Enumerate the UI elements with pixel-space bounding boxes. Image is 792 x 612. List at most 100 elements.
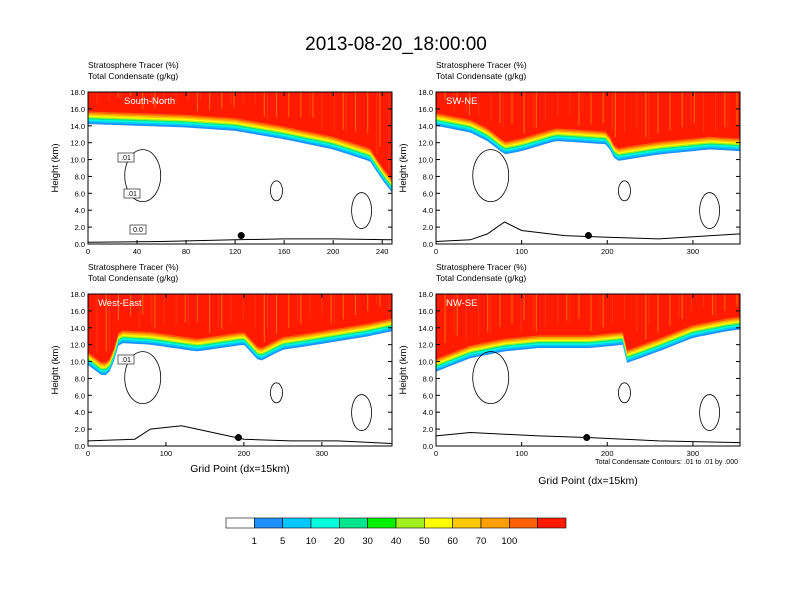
terrain-line <box>436 221 740 242</box>
contour-label-box <box>129 224 147 235</box>
y-tick-label: 2.0 <box>75 425 85 434</box>
x-tick-label: 40 <box>133 247 141 256</box>
y-tick-label: 10.0 <box>418 358 433 367</box>
y-tick-label: 18.0 <box>70 290 85 299</box>
colorbar-label: 70 <box>476 536 487 547</box>
panel-title-tracer: Stratosphere Tracer (%) <box>436 60 527 70</box>
colorbar-swatch-1 <box>225 517 255 529</box>
colorbar-swatch-7 <box>395 517 425 529</box>
condensate-contour-3 <box>699 394 720 431</box>
plot-area: .01 <box>88 294 392 446</box>
colorbar: 1 5 10 20 30 40 50 60 70 100 <box>225 517 567 547</box>
condensate-contour-2 <box>618 180 631 202</box>
y-tick-label: 2.0 <box>423 223 433 232</box>
y-tick-label: 10.0 <box>70 358 85 367</box>
x-tick-label: 100 <box>515 247 528 256</box>
colorbar-swatch-12 <box>537 517 567 529</box>
plot-frame <box>87 293 393 447</box>
contour-label: .01 <box>121 155 131 162</box>
x-tick-label: 100 <box>515 449 528 458</box>
colorbar-swatch-11 <box>509 517 538 529</box>
chart-panel-2: 0.0 2.0 4.0 6.0 8.0 10.0 12.0 14.0 16.0 18.0 0 100 2… <box>398 60 741 256</box>
y-tick-label: 12.0 <box>418 341 433 350</box>
site-marker <box>234 434 242 442</box>
colorbar-label: 100 <box>501 536 517 547</box>
panel-title-tracer: Stratosphere Tracer (%) <box>88 262 179 272</box>
y-tick-label: 4.0 <box>75 408 85 417</box>
y-tick-label: 8.0 <box>423 172 433 181</box>
colorbar-swatch-10 <box>480 517 510 529</box>
y-tick-label: 18.0 <box>70 88 85 97</box>
condensate-contour-3 <box>351 192 373 229</box>
panel-section-label: SW-NE <box>446 96 478 107</box>
colorbar-swatch-8 <box>424 517 453 529</box>
x-tick-label: 100 <box>160 449 173 458</box>
x-tick-label: 300 <box>687 449 700 458</box>
site-marker <box>584 232 592 240</box>
y-tick-label: 2.0 <box>75 223 85 232</box>
x-tick-label: 200 <box>601 449 614 458</box>
y-tick-label: 14.0 <box>418 324 433 333</box>
panels-group: .01 .01 0.0 0.0 2.0 4.0 6.0 8.0 10.0 12.0 14.0 16.0… <box>50 60 741 487</box>
colorbar-swatch-9 <box>452 517 482 529</box>
y-tick-label: 12.0 <box>418 139 433 148</box>
y-tick-label: 2.0 <box>423 425 433 434</box>
condensate-contour-1 <box>124 351 162 405</box>
y-tick-label: 4.0 <box>423 206 433 215</box>
condensate-contour-3 <box>351 394 373 431</box>
colorbar-label: 30 <box>362 536 373 547</box>
condensate-contour-2 <box>270 180 283 202</box>
y-tick-label: 6.0 <box>423 189 433 198</box>
plot-frame <box>87 91 393 245</box>
tracer-top-layer <box>88 92 392 180</box>
colorbar-swatch-5 <box>339 517 368 529</box>
colorbar-label: 20 <box>334 536 345 547</box>
y-tick-label: 8.0 <box>423 374 433 383</box>
contour-label: .01 <box>121 357 131 364</box>
x-tick-label: 200 <box>601 247 614 256</box>
panel-title-tracer: Stratosphere Tracer (%) <box>88 60 179 70</box>
y-tick-label: 14.0 <box>70 324 85 333</box>
x-tick-label: 0 <box>434 247 438 256</box>
plot-frame <box>435 293 741 447</box>
x-tick-label: 200 <box>238 449 251 458</box>
x-tick-label: 300 <box>687 247 700 256</box>
panel-title-condensate: Total Condensate (g/kg) <box>88 273 178 283</box>
y-tick-label: 6.0 <box>75 391 85 400</box>
y-tick-label: 14.0 <box>418 122 433 131</box>
y-tick-label: 0.0 <box>423 442 433 451</box>
x-tick-label: 0 <box>86 449 90 458</box>
condensate-contour-1 <box>124 149 162 203</box>
y-tick-label: 6.0 <box>75 189 85 198</box>
colorbar-swatch-4 <box>310 517 340 529</box>
site-marker <box>237 232 245 240</box>
condensate-contour-2 <box>270 382 283 404</box>
y-tick-label: 18.0 <box>418 88 433 97</box>
contour-label: 0.0 <box>133 227 143 234</box>
colorbar-label: 50 <box>419 536 430 547</box>
plot-area: .01 .01 0.0 <box>88 92 392 244</box>
panel-title-condensate: Total Condensate (g/kg) <box>88 71 178 81</box>
x-tick-label: 120 <box>229 247 242 256</box>
colorbar-swatch-6 <box>367 517 397 529</box>
contour-label: .01 <box>127 191 137 198</box>
y-tick-label: 12.0 <box>70 139 85 148</box>
y-tick-label: 0.0 <box>423 240 433 249</box>
x-tick-label: 300 <box>316 449 329 458</box>
site-marker <box>583 434 591 442</box>
condensate-contour-1 <box>472 149 510 203</box>
x-tick-label: 0 <box>434 449 438 458</box>
contour-label-box <box>117 152 135 163</box>
y-tick-label: 8.0 <box>75 172 85 181</box>
chart-panel-4: 0.0 2.0 4.0 6.0 8.0 10.0 12.0 14.0 16.0 18.0 0 100 2… <box>398 262 741 487</box>
contour-label-box <box>123 188 141 199</box>
y-axis-label: Height (km) <box>398 345 409 394</box>
condensate-contour-1 <box>472 351 510 405</box>
y-tick-label: 18.0 <box>418 290 433 299</box>
plot-area <box>436 92 740 244</box>
y-tick-label: 14.0 <box>70 122 85 131</box>
y-axis-label: Height (km) <box>50 345 61 394</box>
plot-area <box>436 294 740 446</box>
y-tick-label: 0.0 <box>75 240 85 249</box>
